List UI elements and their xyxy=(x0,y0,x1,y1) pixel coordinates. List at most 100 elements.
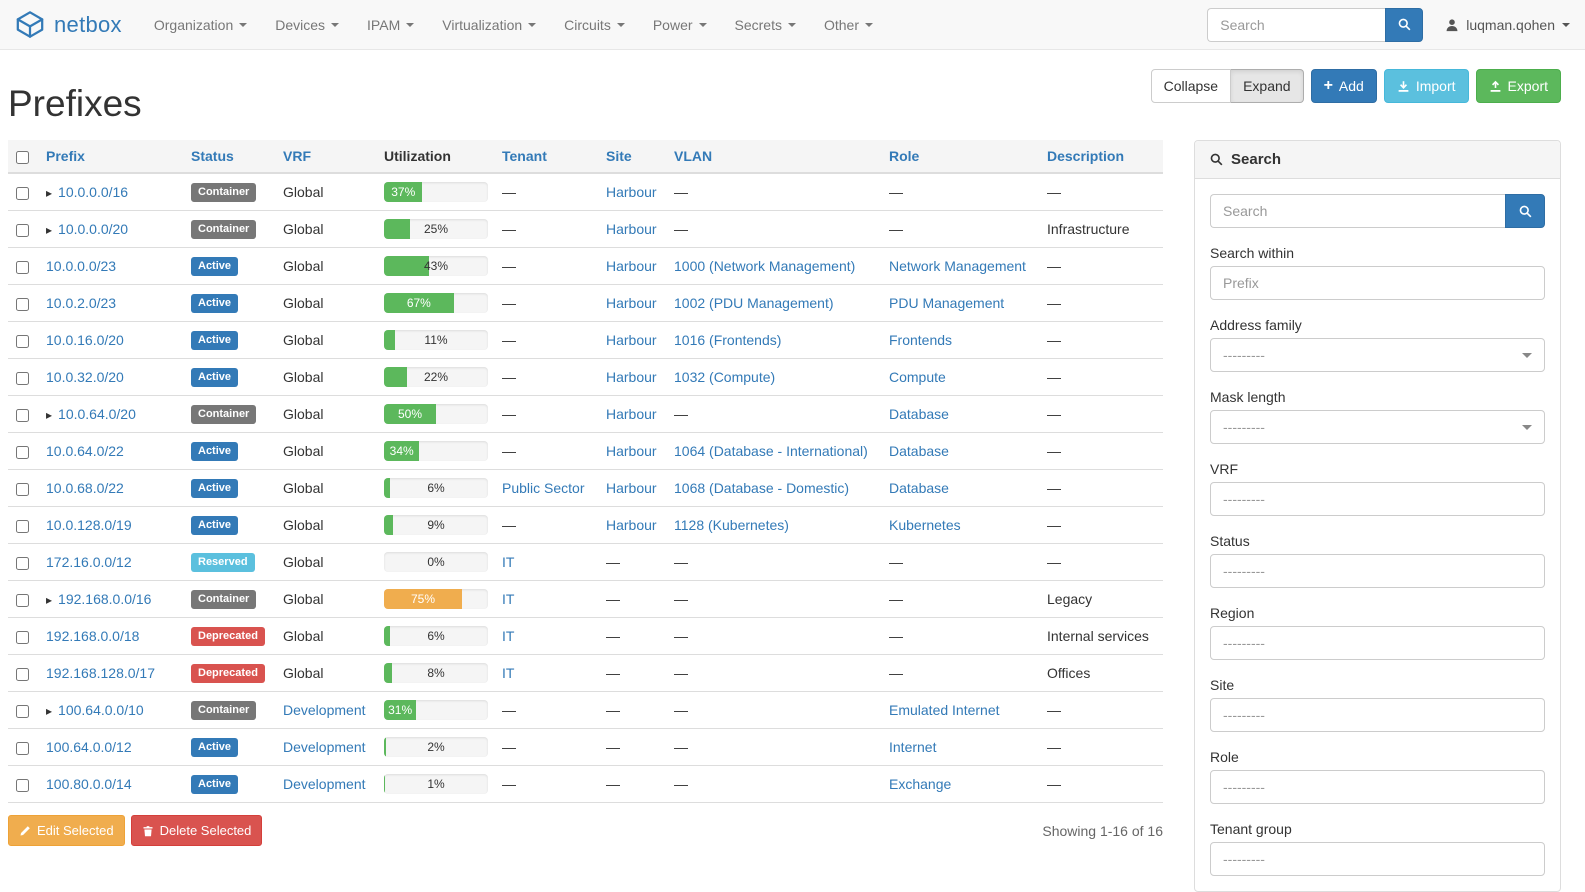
expand-caret-icon[interactable]: ▸ xyxy=(46,704,53,718)
role-link[interactable]: Network Management xyxy=(889,258,1026,274)
prefix-link[interactable]: 192.168.128.0/17 xyxy=(46,665,155,681)
row-checkbox[interactable] xyxy=(16,260,29,274)
role-link[interactable]: Internet xyxy=(889,739,937,755)
prefix-link[interactable]: 10.0.68.0/22 xyxy=(46,480,124,496)
site-link[interactable]: Harbour xyxy=(606,332,657,348)
column-header-role[interactable]: Role xyxy=(881,140,1039,174)
tenant-link[interactable]: IT xyxy=(502,665,515,681)
row-checkbox[interactable] xyxy=(16,445,29,459)
prefix-link[interactable]: 100.80.0.0/14 xyxy=(46,776,132,792)
site-link[interactable]: Harbour xyxy=(606,221,657,237)
navbar-search-button[interactable] xyxy=(1385,7,1424,42)
nav-item-devices[interactable]: Devices xyxy=(261,2,353,48)
field-select[interactable]: --------- xyxy=(1210,554,1545,588)
row-checkbox[interactable] xyxy=(16,408,29,422)
prefix-link[interactable]: 100.64.0.0/10 xyxy=(58,702,144,718)
nav-item-circuits[interactable]: Circuits xyxy=(550,2,639,48)
site-link[interactable]: Harbour xyxy=(606,184,657,200)
role-link[interactable]: PDU Management xyxy=(889,295,1005,311)
row-checkbox[interactable] xyxy=(16,704,29,718)
row-checkbox[interactable] xyxy=(16,297,29,311)
field-select[interactable]: --------- xyxy=(1210,698,1545,732)
vlan-link[interactable]: 1128 (Kubernetes) xyxy=(674,517,789,533)
role-link[interactable]: Database xyxy=(889,406,949,422)
row-checkbox[interactable] xyxy=(16,482,29,496)
site-link[interactable]: Harbour xyxy=(606,295,657,311)
row-checkbox[interactable] xyxy=(16,186,29,200)
prefix-link[interactable]: 10.0.128.0/19 xyxy=(46,517,132,533)
prefix-link[interactable]: 10.0.64.0/22 xyxy=(46,443,124,459)
field-input[interactable] xyxy=(1210,266,1545,300)
nav-item-organization[interactable]: Organization xyxy=(140,2,261,48)
row-checkbox[interactable] xyxy=(16,519,29,533)
prefix-link[interactable]: 100.64.0.0/12 xyxy=(46,739,132,755)
vlan-link[interactable]: 1016 (Frontends) xyxy=(674,332,782,348)
column-header-description[interactable]: Description xyxy=(1039,140,1163,174)
column-header-tenant[interactable]: Tenant xyxy=(494,140,598,174)
row-checkbox[interactable] xyxy=(16,223,29,237)
site-link[interactable]: Harbour xyxy=(606,406,657,422)
add-button[interactable]: + Add xyxy=(1310,69,1377,103)
field-select[interactable]: --------- xyxy=(1210,338,1545,372)
sidebar-search-input[interactable] xyxy=(1210,194,1505,228)
vlan-link[interactable]: 1000 (Network Management) xyxy=(674,258,856,274)
prefix-link[interactable]: 10.0.0.0/16 xyxy=(58,184,129,200)
role-link[interactable]: Compute xyxy=(889,369,946,385)
vlan-link[interactable]: 1068 (Database - Domestic) xyxy=(674,480,850,496)
nav-item-virtualization[interactable]: Virtualization xyxy=(428,2,550,48)
row-checkbox[interactable] xyxy=(16,778,29,792)
sidebar-search-button[interactable] xyxy=(1505,194,1545,228)
prefix-link[interactable]: 10.0.32.0/20 xyxy=(46,369,124,385)
prefix-link[interactable]: 10.0.0.0/20 xyxy=(58,221,129,237)
row-checkbox[interactable] xyxy=(16,630,29,644)
row-checkbox[interactable] xyxy=(16,371,29,385)
column-header-status[interactable]: Status xyxy=(183,140,275,174)
role-link[interactable]: Kubernetes xyxy=(889,517,961,533)
row-checkbox[interactable] xyxy=(16,667,29,681)
row-checkbox[interactable] xyxy=(16,741,29,755)
prefix-link[interactable]: 10.0.2.0/23 xyxy=(46,295,117,311)
site-link[interactable]: Harbour xyxy=(606,517,657,533)
nav-item-secrets[interactable]: Secrets xyxy=(721,2,810,48)
role-link[interactable]: Database xyxy=(889,480,949,496)
expand-caret-icon[interactable]: ▸ xyxy=(46,408,53,422)
select-all-checkbox[interactable] xyxy=(16,150,29,164)
field-select[interactable]: --------- xyxy=(1210,770,1545,804)
vrf-link[interactable]: Development xyxy=(283,739,366,755)
role-link[interactable]: Database xyxy=(889,443,949,459)
column-header-vrf[interactable]: VRF xyxy=(275,140,376,174)
role-link[interactable]: Exchange xyxy=(889,776,952,792)
export-button[interactable]: Export xyxy=(1475,69,1561,103)
user-menu[interactable]: luqman.qohen xyxy=(1445,17,1570,33)
expand-caret-icon[interactable]: ▸ xyxy=(46,223,53,237)
vlan-link[interactable]: 1064 (Database - International) xyxy=(674,443,868,459)
site-link[interactable]: Harbour xyxy=(606,369,657,385)
vrf-link[interactable]: Development xyxy=(283,776,366,792)
navbar-search-input[interactable] xyxy=(1207,7,1386,42)
site-link[interactable]: Harbour xyxy=(606,480,657,496)
edit-selected-button[interactable]: Edit Selected xyxy=(8,815,125,846)
expand-button[interactable]: Expand xyxy=(1231,69,1304,103)
prefix-link[interactable]: 192.168.0.0/18 xyxy=(46,628,140,644)
vlan-link[interactable]: 1032 (Compute) xyxy=(674,369,776,385)
prefix-link[interactable]: 10.0.16.0/20 xyxy=(46,332,124,348)
vlan-link[interactable]: 1002 (PDU Management) xyxy=(674,295,834,311)
collapse-button[interactable]: Collapse xyxy=(1150,69,1232,103)
tenant-link[interactable]: IT xyxy=(502,628,515,644)
tenant-link[interactable]: IT xyxy=(502,591,515,607)
site-link[interactable]: Harbour xyxy=(606,258,657,274)
prefix-link[interactable]: 10.0.0.0/23 xyxy=(46,258,117,274)
field-select[interactable]: --------- xyxy=(1210,842,1545,876)
prefix-link[interactable]: 192.168.0.0/16 xyxy=(58,591,152,607)
column-header-prefix[interactable]: Prefix xyxy=(38,140,183,174)
nav-item-ipam[interactable]: IPAM xyxy=(353,2,428,48)
site-link[interactable]: Harbour xyxy=(606,443,657,459)
tenant-link[interactable]: Public Sector xyxy=(502,480,585,496)
role-link[interactable]: Emulated Internet xyxy=(889,702,1000,718)
column-header-vlan[interactable]: VLAN xyxy=(666,140,881,174)
expand-caret-icon[interactable]: ▸ xyxy=(46,186,53,200)
row-checkbox[interactable] xyxy=(16,593,29,607)
row-checkbox[interactable] xyxy=(16,556,29,570)
field-select[interactable]: --------- xyxy=(1210,482,1545,516)
row-checkbox[interactable] xyxy=(16,334,29,348)
